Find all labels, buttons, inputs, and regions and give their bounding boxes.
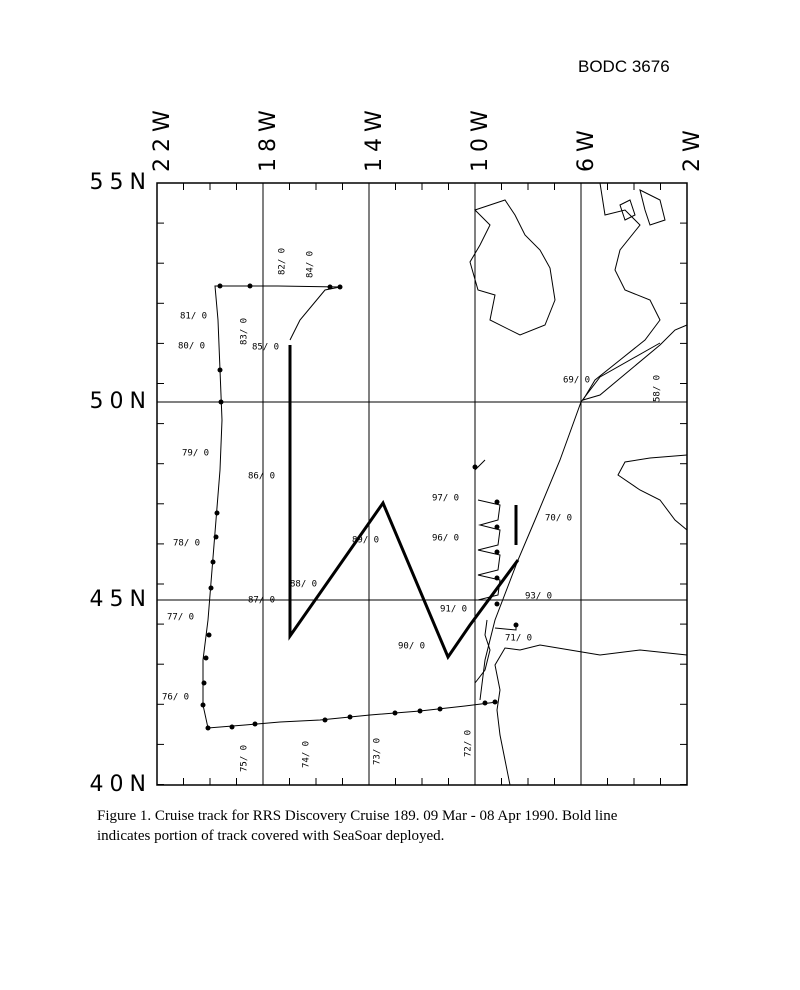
coastline (469, 182, 688, 786)
lon-label: 6W (574, 124, 599, 172)
station-label: 77/ 0 (167, 613, 194, 623)
station-label: 81/ 0 (180, 312, 207, 322)
station-label: 96/ 0 (432, 534, 459, 544)
station-label: 97/ 0 (432, 494, 459, 504)
station-label: 73/ 0 (373, 738, 383, 765)
station-label: 84/ 0 (306, 251, 316, 278)
station-label: 93/ 0 (525, 592, 552, 602)
lon-label: 18W (256, 104, 281, 172)
station-label: 88/ 0 (290, 580, 317, 590)
station-label: 69/ 0 (563, 376, 590, 386)
station-label: 87/ 0 (248, 596, 275, 606)
lat-label: 40N (90, 772, 152, 797)
map-frame (156, 182, 688, 786)
station-label: 76/ 0 (162, 693, 189, 703)
lat-label: 50N (90, 389, 152, 414)
station-label: 89/ 0 (352, 536, 379, 546)
track-stations (200, 283, 519, 731)
station-label: 78/ 0 (173, 539, 200, 549)
station-label: 90/ 0 (398, 642, 425, 652)
station-label: 75/ 0 (240, 745, 250, 772)
station-label: 83/ 0 (240, 318, 250, 345)
caption-line: Figure 1. Cruise track for RRS Discovery… (97, 808, 618, 824)
lat-label: 45N (90, 587, 152, 612)
header-code: BODC 3676 (578, 57, 670, 76)
station-label: 86/ 0 (248, 472, 275, 482)
lat-label: 55N (90, 170, 152, 195)
lon-label: 14W (362, 104, 387, 172)
station-label: 91/ 0 (440, 605, 467, 615)
station-label: 82/ 0 (278, 248, 288, 275)
station-label: 74/ 0 (302, 741, 312, 768)
cruise-track (202, 285, 661, 729)
station-label: 79/ 0 (182, 449, 209, 459)
lon-label: 2W (680, 124, 705, 172)
station-label: 58/ 0 (653, 375, 663, 402)
lon-label: 22W (150, 104, 175, 172)
station-label: 80/ 0 (178, 342, 205, 352)
station-label: 70/ 0 (545, 514, 572, 524)
station-label: 72/ 0 (464, 730, 474, 757)
station-label: 71/ 0 (505, 634, 532, 644)
lon-label: 10W (468, 104, 493, 172)
station-label: 85/ 0 (252, 343, 279, 353)
caption-line: indicates portion of track covered with … (97, 828, 444, 844)
